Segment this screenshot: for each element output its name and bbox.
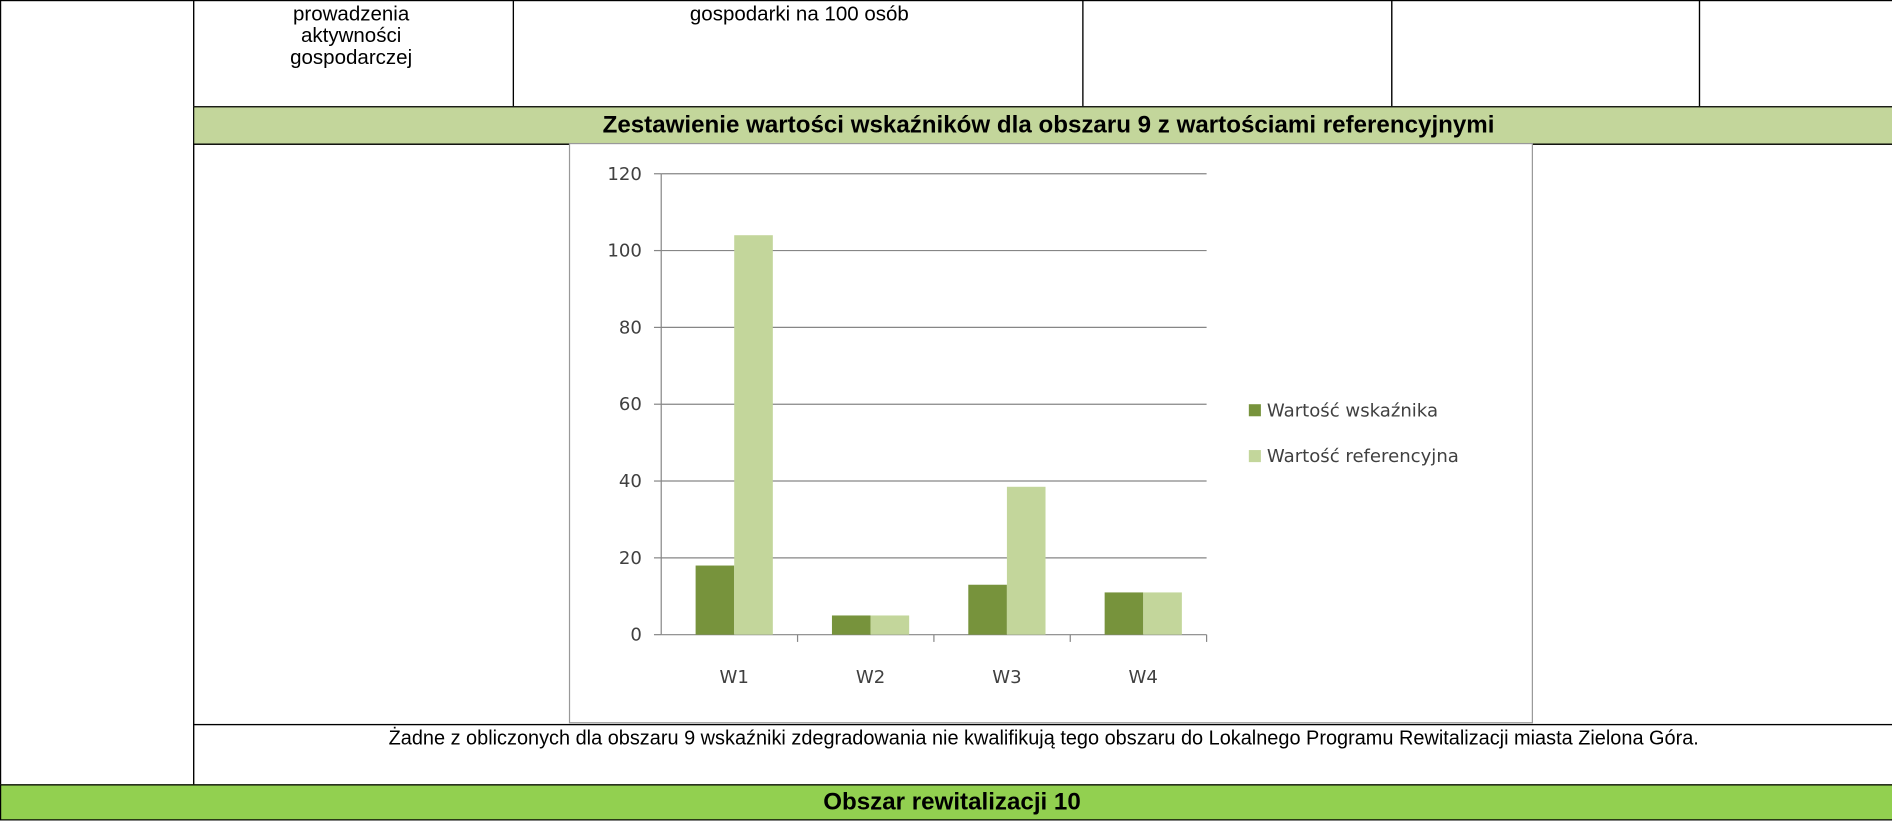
bar [831,615,871,635]
bar [968,584,1007,635]
legend-label: Wartość wskaźnika [1267,400,1438,421]
x-tick-label: W3 [992,667,1021,688]
bar [1006,486,1046,635]
cell-text: gospodarki na 100 osób [689,2,909,26]
y-tick-label: 0 [630,625,642,646]
y-tick-label: 60 [619,394,642,415]
bar [734,235,773,635]
x-tick-label: W4 [1129,667,1158,688]
bar [695,565,735,635]
chart-frame [568,142,1533,724]
next-section: Obszar rewitalizacji 10 [0,784,1892,821]
line: prowadzenia [292,2,410,26]
bar [1143,592,1182,635]
y-tick-label: 20 [619,548,642,569]
x-tick-label: W2 [856,667,885,688]
bar [1104,592,1144,635]
x-tick-label: W1 [720,667,749,688]
bar [870,615,910,635]
y-tick-label: 40 [619,471,642,492]
legend-label: Wartość referencyjna [1267,446,1459,467]
line: aktywności [300,24,402,48]
legend-swatch [1248,450,1261,463]
y-tick-label: 100 [607,241,642,262]
section-title: Zestawienie wartości wskaźników dla obsz… [193,106,1892,145]
y-tick-label: 80 [619,317,642,338]
table-cell: Żadne z obliczonych dla obszaru 9 wskaźn… [193,723,1892,786]
conclusion: Żadne z obliczonych dla obszaru 9 wskaźn… [388,727,1699,750]
y-tick-label: 120 [607,164,642,185]
line: gospodarczej [290,45,413,69]
legend-swatch [1248,404,1261,417]
cell-text: prowadzenia aktywności gospodarczej [194,2,508,69]
